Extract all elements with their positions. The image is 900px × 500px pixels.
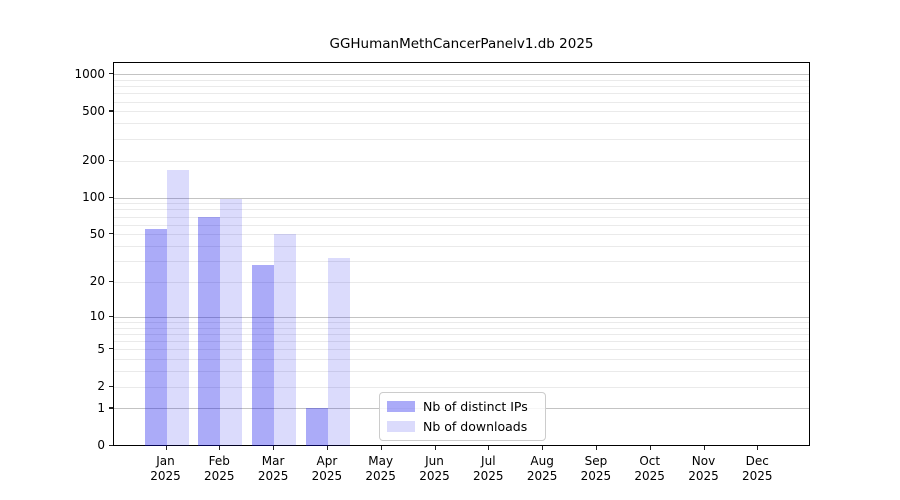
y-tick-label-100: 100 xyxy=(82,190,105,205)
y-tick-0 xyxy=(109,444,113,446)
major-gridline-10 xyxy=(114,316,809,318)
minor-gridline-70 xyxy=(114,216,809,218)
x-tick-sep xyxy=(595,446,598,450)
minor-gridline-80 xyxy=(114,209,809,211)
bar-downloads-jan xyxy=(166,170,189,446)
minor-gridline-400 xyxy=(114,123,809,125)
x-tick-label-mar: Mar 2025 xyxy=(257,454,289,483)
minor-gridline-7 xyxy=(114,333,809,335)
x-tick-label-jul: Jul 2025 xyxy=(473,454,504,483)
x-tick-label-may: May 2025 xyxy=(365,454,396,483)
minor-gridline-500 xyxy=(114,111,809,113)
x-tick-jan xyxy=(165,446,167,450)
x-tick-label-apr: Apr 2025 xyxy=(311,454,343,483)
legend: Nb of distinct IPs Nb of downloads xyxy=(379,392,546,441)
y-tick-label-10: 10 xyxy=(89,309,105,324)
y-tick-2 xyxy=(109,385,113,387)
x-tick-oct xyxy=(649,446,651,450)
x-tick-label-aug: Aug 2025 xyxy=(526,454,558,483)
x-tick-label-feb: Feb 2025 xyxy=(204,454,235,483)
bar-distinct-ips-feb xyxy=(198,217,221,446)
minor-gridline-300 xyxy=(114,138,809,140)
y-tick-200 xyxy=(109,159,113,161)
x-tick-label-jun: Jun 2025 xyxy=(419,454,450,483)
x-tick-label-sep: Sep 2025 xyxy=(580,454,612,483)
legend-label-downloads: Nb of downloads xyxy=(423,419,528,434)
y-tick-1000 xyxy=(109,73,113,75)
minor-gridline-6 xyxy=(114,341,809,343)
x-tick-label-oct: Oct 2025 xyxy=(634,454,665,483)
minor-gridline-900 xyxy=(114,79,809,81)
y-tick-label-50: 50 xyxy=(89,226,105,241)
x-tick-mar xyxy=(273,446,275,450)
y-tick-label-1: 1 xyxy=(97,400,105,415)
minor-gridline-4 xyxy=(114,359,809,361)
x-tick-apr xyxy=(326,446,329,450)
minor-gridline-60 xyxy=(114,224,809,226)
x-tick-aug xyxy=(542,446,544,450)
y-tick-20 xyxy=(109,280,113,283)
x-tick-feb xyxy=(219,446,221,450)
bar-downloads-feb xyxy=(220,199,243,446)
plot-area: Nb of distinct IPs Nb of downloads xyxy=(113,62,810,446)
y-tick-label-5: 5 xyxy=(97,341,105,356)
legend-label-distinct-ips: Nb of distinct IPs xyxy=(423,399,528,414)
minor-gridline-40 xyxy=(114,246,809,247)
y-tick-50 xyxy=(109,233,113,235)
legend-row-distinct-ips: Nb of distinct IPs xyxy=(387,399,536,414)
minor-gridline-200 xyxy=(114,160,809,162)
x-tick-label-nov: Nov 2025 xyxy=(688,454,719,483)
bar-distinct-ips-apr xyxy=(305,408,328,446)
bar-downloads-apr xyxy=(327,257,350,446)
legend-row-downloads: Nb of downloads xyxy=(387,419,536,434)
minor-gridline-9 xyxy=(114,321,809,323)
x-tick-label-jan: Jan 2025 xyxy=(150,454,181,483)
y-tick-label-500: 500 xyxy=(82,103,105,118)
major-gridline-100 xyxy=(114,197,809,199)
y-tick-10 xyxy=(109,315,113,317)
y-tick-100 xyxy=(109,196,113,198)
y-tick-label-1000: 1000 xyxy=(74,66,105,81)
minor-gridline-20 xyxy=(114,281,809,283)
bar-downloads-mar xyxy=(274,234,297,446)
x-tick-may xyxy=(380,446,382,450)
minor-gridline-50 xyxy=(114,234,809,236)
legend-swatch-downloads xyxy=(387,421,415,432)
x-tick-jul xyxy=(488,446,490,450)
minor-gridline-8 xyxy=(114,327,809,329)
x-tick-nov xyxy=(703,446,705,450)
major-gridline-1000 xyxy=(114,74,809,76)
minor-gridline-600 xyxy=(114,101,809,103)
chart-title: GGHumanMethCancerPanelv1.db 2025 xyxy=(329,36,594,52)
minor-gridline-90 xyxy=(114,203,809,205)
y-tick-1 xyxy=(109,407,113,409)
minor-gridline-700 xyxy=(114,93,809,95)
bar-distinct-ips-jan xyxy=(144,229,167,446)
y-tick-500 xyxy=(109,110,113,112)
minor-gridline-30 xyxy=(114,261,809,263)
y-tick-label-2: 2 xyxy=(97,379,105,394)
minor-gridline-2 xyxy=(114,386,809,388)
x-tick-dec xyxy=(757,446,759,450)
y-tick-5 xyxy=(109,348,113,350)
legend-swatch-distinct-ips xyxy=(387,401,415,412)
minor-gridline-800 xyxy=(114,86,809,88)
y-tick-label-200: 200 xyxy=(82,153,105,168)
x-tick-jun xyxy=(434,446,436,450)
y-tick-label-0: 0 xyxy=(97,438,105,453)
minor-gridline-3 xyxy=(114,371,809,373)
y-tick-label-20: 20 xyxy=(89,274,105,289)
x-tick-label-dec: Dec 2025 xyxy=(742,454,773,483)
bar-distinct-ips-mar xyxy=(252,264,275,446)
minor-gridline-5 xyxy=(114,349,809,351)
